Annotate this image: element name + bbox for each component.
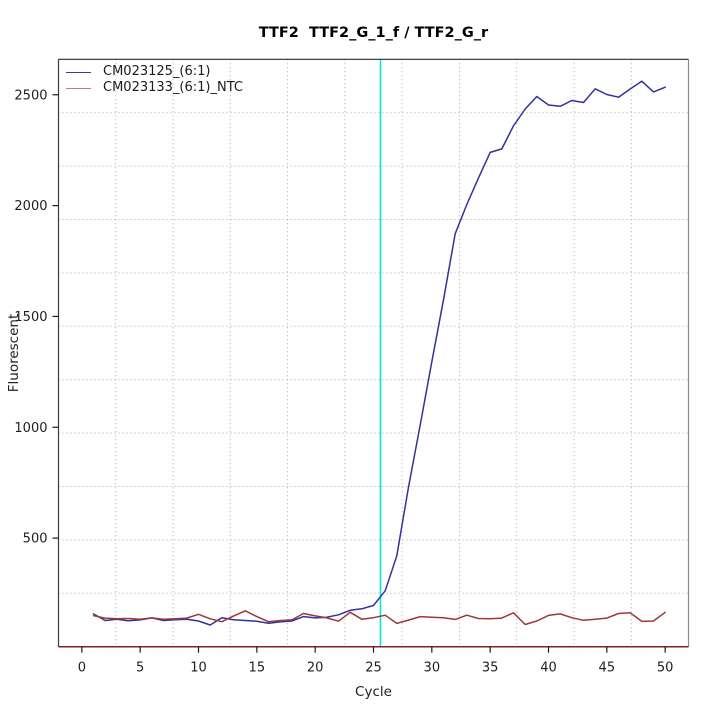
x-axis-tick-label: 10 [190, 661, 207, 676]
series-layer [92, 80, 666, 626]
legend-label-sample: CM023125_(6:1) [103, 64, 211, 79]
x-axis-tick-label: 40 [540, 661, 557, 676]
y-axis-tick-label: 2500 [14, 88, 47, 103]
legend-item-ntc: CM023133_(6:1)_NTC [66, 81, 243, 95]
legend: CM023125_(6:1) CM023133_(6:1)_NTC [66, 65, 243, 95]
x-axis-tick-label: 15 [249, 661, 266, 676]
grid-layer [58, 59, 689, 647]
chart-title: TTF2 TTF2_G_1_f / TTF2_G_r [259, 25, 489, 41]
plot-box [57, 58, 690, 648]
x-axis-tick-label: 35 [482, 661, 499, 676]
y-axis-tick-label: 500 [23, 532, 48, 547]
y-axis-tick-label: 1000 [14, 421, 47, 436]
x-axis-tick-label: 0 [78, 661, 86, 676]
legend-label-ntc: CM023133_(6:1)_NTC [103, 80, 243, 95]
x-axis-tick-label: 30 [424, 661, 441, 676]
legend-swatch-line-sample [66, 71, 91, 73]
amplification-curve-sample [92, 80, 666, 626]
x-axis-tick-label: 20 [307, 661, 324, 676]
legend-item-sample: CM023125_(6:1) [66, 65, 243, 79]
axis-ticks: 0 5 10 15 20 25 30 35 40 45 50 500 1000 1500 2000 2500 [14, 88, 673, 675]
x-axis-tick-label: 5 [136, 661, 144, 676]
x-axis-title: Cycle [355, 684, 392, 700]
x-axis-tick-label: 45 [599, 661, 616, 676]
amplification-curve-ntc [92, 610, 666, 626]
y-axis-title: Fluorescent [6, 314, 22, 393]
y-axis-tick-label: 1500 [14, 310, 47, 325]
x-axis-tick-label: 50 [657, 661, 674, 676]
legend-swatch-line-ntc [66, 87, 91, 89]
x-axis-tick-label: 25 [365, 661, 382, 676]
y-axis-tick-label: 2000 [14, 199, 47, 214]
